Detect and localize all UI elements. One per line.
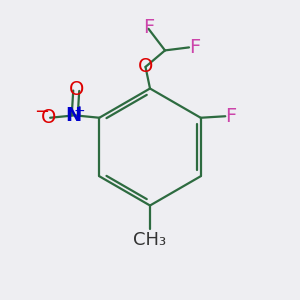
Text: O: O xyxy=(41,108,56,127)
Text: O: O xyxy=(138,57,153,76)
Text: F: F xyxy=(225,107,236,126)
Text: CH₃: CH₃ xyxy=(134,231,166,249)
Text: −: − xyxy=(34,103,49,121)
Text: F: F xyxy=(189,38,200,57)
Text: +: + xyxy=(74,103,85,118)
Text: N: N xyxy=(66,106,82,125)
Text: O: O xyxy=(69,80,84,99)
Text: F: F xyxy=(143,18,154,38)
